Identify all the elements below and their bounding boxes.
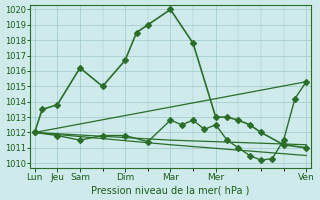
X-axis label: Pression niveau de la mer( hPa ): Pression niveau de la mer( hPa ) — [91, 185, 250, 195]
